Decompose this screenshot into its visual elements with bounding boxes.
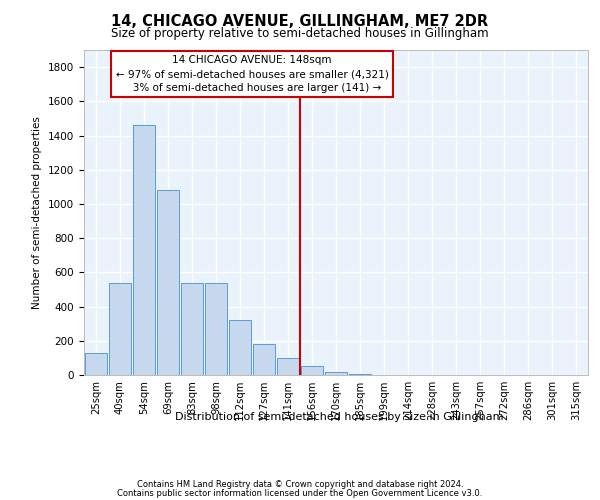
Text: 14, CHICAGO AVENUE, GILLINGHAM, ME7 2DR: 14, CHICAGO AVENUE, GILLINGHAM, ME7 2DR — [112, 14, 488, 29]
Bar — [253, 344, 275, 375]
Bar — [85, 353, 107, 375]
Bar — [109, 282, 131, 375]
Bar — [349, 374, 371, 375]
Text: 14 CHICAGO AVENUE: 148sqm
← 97% of semi-detached houses are smaller (4,321)
   3: 14 CHICAGO AVENUE: 148sqm ← 97% of semi-… — [116, 55, 388, 93]
Text: Contains public sector information licensed under the Open Government Licence v3: Contains public sector information licen… — [118, 488, 482, 498]
Text: Contains HM Land Registry data © Crown copyright and database right 2024.: Contains HM Land Registry data © Crown c… — [137, 480, 463, 489]
Bar — [133, 126, 155, 375]
Bar — [301, 366, 323, 375]
Bar — [325, 372, 347, 375]
Bar — [277, 358, 299, 375]
Bar — [181, 282, 203, 375]
Text: Distribution of semi-detached houses by size in Gillingham: Distribution of semi-detached houses by … — [175, 412, 503, 422]
Bar — [229, 320, 251, 375]
Y-axis label: Number of semi-detached properties: Number of semi-detached properties — [32, 116, 43, 309]
Bar — [205, 282, 227, 375]
Bar — [157, 190, 179, 375]
Text: Size of property relative to semi-detached houses in Gillingham: Size of property relative to semi-detach… — [111, 28, 489, 40]
